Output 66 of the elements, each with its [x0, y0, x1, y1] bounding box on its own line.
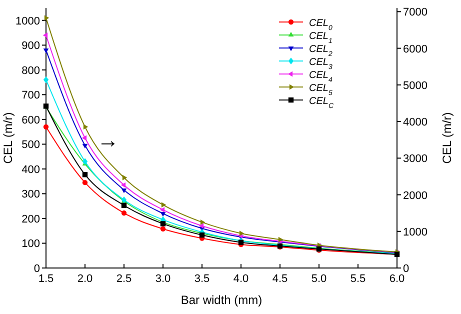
legend-label: CEL$_{0}$	[309, 18, 332, 32]
y-tick-label: 800	[22, 64, 40, 77]
legend-label: CEL$_{3}$	[309, 57, 332, 70]
legend-label: CEL$_{C}$	[309, 96, 334, 110]
point	[199, 232, 205, 238]
y2-tick-label: 0	[403, 263, 410, 275]
y2-tick-label: 3000	[403, 153, 428, 166]
point	[82, 158, 88, 165]
x-axis-title: Bar width (mm)	[180, 293, 262, 307]
y2-tick-label: 2000	[403, 190, 428, 202]
annotation: →	[97, 128, 119, 153]
x-tick-label: 1.5	[38, 273, 54, 285]
y2-tick-label: 4000	[403, 116, 428, 129]
y2-tick-label: 7000	[403, 6, 428, 19]
point	[238, 240, 244, 245]
point	[160, 226, 166, 232]
y-tick-label: 200	[22, 213, 40, 226]
x-tick-label: 4.0	[233, 273, 249, 285]
x-tick-label: 3.0	[155, 273, 171, 285]
point	[198, 223, 204, 229]
y-axis-title: CEL (m/r)	[1, 112, 15, 164]
point	[160, 207, 165, 213]
point	[83, 124, 88, 130]
point	[42, 32, 48, 38]
legend-label: CEL$_{4}$	[309, 70, 332, 84]
y2-tick-label: 6000	[403, 43, 428, 56]
point	[82, 172, 88, 178]
x-tick-label: 4.5	[272, 273, 288, 285]
legend-label: CEL$_{1}$	[309, 31, 332, 44]
x-tick-label: 5.0	[311, 273, 327, 285]
x-tick-label: 6.0	[389, 273, 405, 285]
point	[120, 182, 126, 188]
point	[43, 76, 49, 84]
point	[160, 212, 166, 217]
x-tick-label: 5.5	[350, 273, 366, 285]
point	[122, 174, 128, 180]
point	[82, 135, 87, 141]
x-tick-label: 2.5	[116, 273, 132, 285]
y2-axis-title: CEL (m/r)	[440, 112, 454, 164]
y-tick-label: 500	[22, 139, 40, 152]
x-tick-label: 3.5	[194, 273, 210, 285]
x-tick-label: 2.0	[77, 273, 93, 285]
point	[121, 210, 127, 216]
point	[121, 202, 127, 208]
point	[82, 144, 88, 149]
y-tick-label: 400	[22, 164, 40, 176]
point	[121, 188, 127, 194]
y2-tick-label: 5000	[403, 80, 428, 92]
point	[239, 230, 244, 236]
y2-tick-label: 1000	[403, 226, 428, 238]
point	[160, 221, 166, 226]
y-tick-label: 0	[34, 263, 40, 275]
y-tick-label: 900	[22, 40, 40, 52]
point	[43, 124, 49, 130]
point	[200, 219, 206, 225]
y-tick-label: 300	[22, 188, 40, 201]
legend-label: CEL$_{2}$	[309, 44, 332, 58]
y-tick-label: 100	[22, 238, 40, 250]
point	[161, 202, 166, 208]
y-tick-label: 600	[22, 114, 40, 126]
legend-label: CEL$_{5}$	[309, 83, 332, 96]
point	[82, 180, 88, 186]
point	[43, 48, 49, 54]
point	[44, 15, 50, 21]
y-tick-label: 700	[22, 90, 40, 102]
y-tick-label: 1000	[16, 15, 40, 28]
